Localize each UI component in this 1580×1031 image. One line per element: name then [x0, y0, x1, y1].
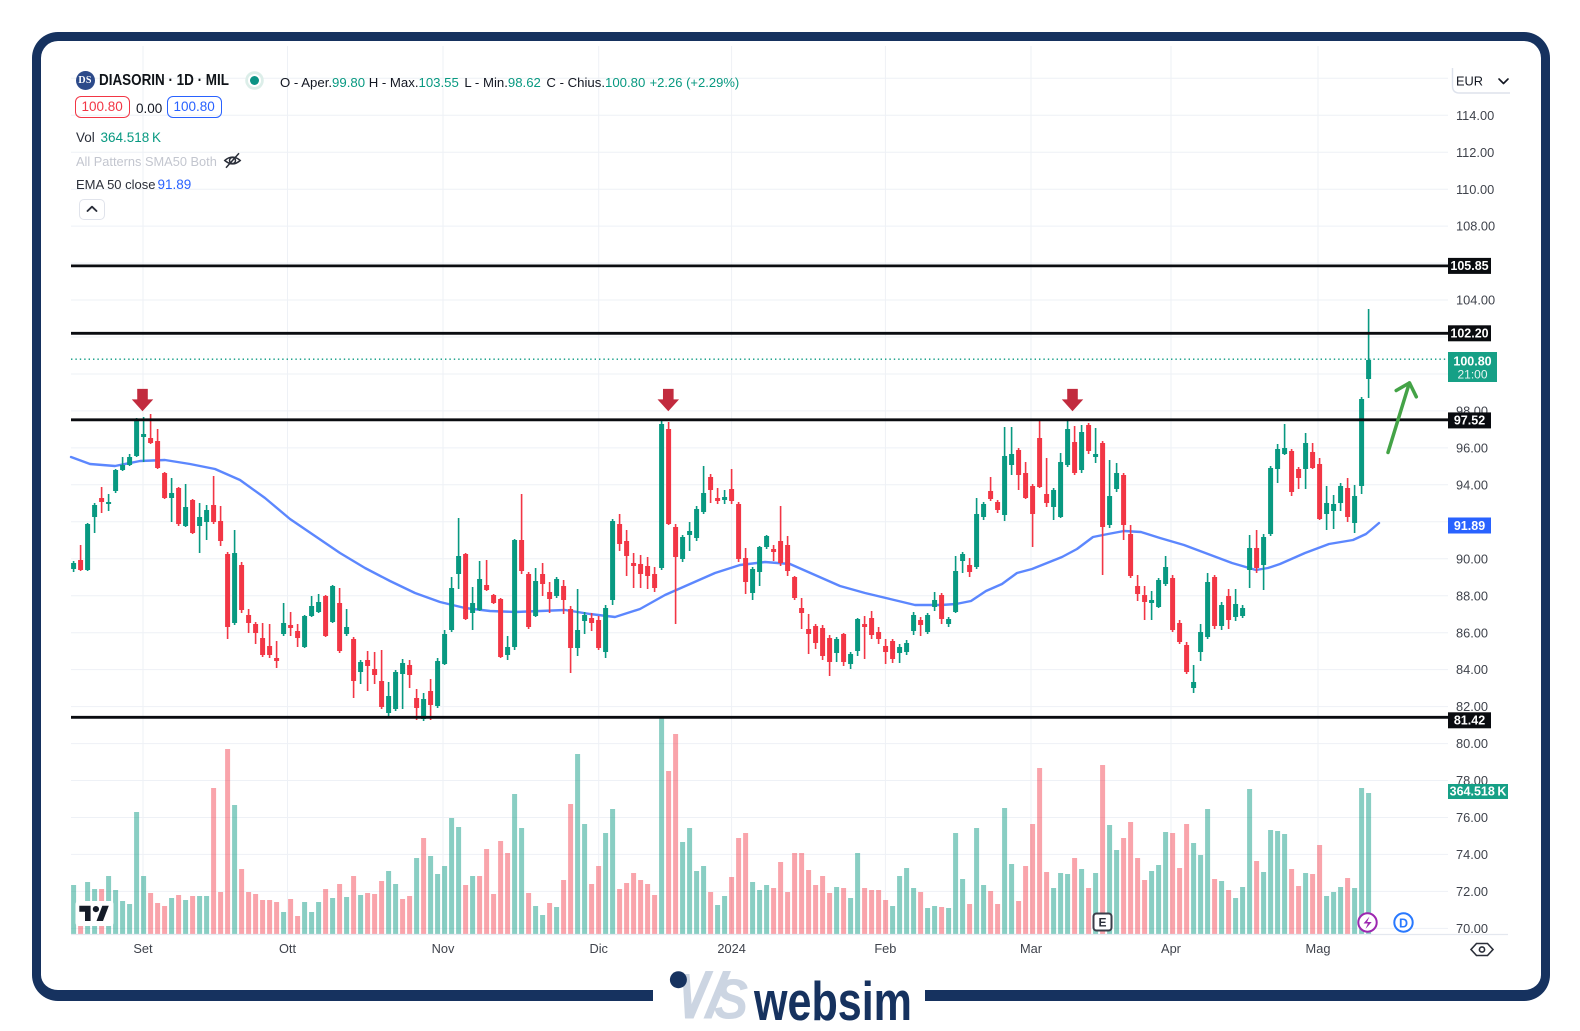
- svg-text:110.00: 110.00: [1456, 182, 1494, 197]
- svg-text:Nov: Nov: [432, 941, 455, 956]
- svg-text:EUR: EUR: [1456, 74, 1483, 89]
- svg-text:97.52: 97.52: [1454, 414, 1485, 428]
- svg-text:Mar: Mar: [1020, 941, 1043, 956]
- svg-text:74.00: 74.00: [1456, 847, 1488, 862]
- svg-text:96.00: 96.00: [1456, 441, 1488, 456]
- svg-text:Dic: Dic: [589, 941, 608, 956]
- svg-text:81.42: 81.42: [1454, 714, 1485, 728]
- svg-text:Feb: Feb: [874, 941, 896, 956]
- svg-text:88.00: 88.00: [1456, 588, 1488, 603]
- svg-text:102.20: 102.20: [1450, 327, 1488, 341]
- svg-text:105.85: 105.85: [1450, 259, 1488, 273]
- svg-text:21:00: 21:00: [1457, 368, 1487, 382]
- svg-text:94.00: 94.00: [1456, 477, 1488, 492]
- svg-text:86.00: 86.00: [1456, 625, 1488, 640]
- svg-text:D: D: [1399, 916, 1408, 930]
- svg-text:104.00: 104.00: [1456, 293, 1495, 308]
- svg-text:90.00: 90.00: [1456, 551, 1488, 566]
- svg-text:E: E: [1098, 916, 1106, 930]
- svg-text:76.00: 76.00: [1456, 810, 1488, 825]
- svg-text:Apr: Apr: [1161, 941, 1182, 956]
- svg-text:112.00: 112.00: [1456, 145, 1494, 160]
- svg-text:82.00: 82.00: [1456, 699, 1488, 714]
- svg-text:364.518 K: 364.518 K: [1450, 785, 1507, 799]
- svg-text:S: S: [714, 968, 748, 1030]
- svg-text:Mag: Mag: [1306, 941, 1331, 956]
- svg-text:Set: Set: [133, 941, 153, 956]
- svg-text:Ott: Ott: [279, 941, 297, 956]
- svg-text:114.00: 114.00: [1456, 108, 1494, 123]
- svg-text:80.00: 80.00: [1456, 736, 1488, 751]
- svg-text:70.00: 70.00: [1456, 921, 1488, 936]
- svg-text:91.89: 91.89: [1454, 519, 1485, 533]
- svg-text:84.00: 84.00: [1456, 662, 1488, 677]
- svg-text:72.00: 72.00: [1456, 884, 1488, 899]
- svg-text:100.80: 100.80: [1453, 355, 1491, 369]
- svg-text:2024: 2024: [717, 941, 745, 956]
- svg-text:108.00: 108.00: [1456, 219, 1495, 234]
